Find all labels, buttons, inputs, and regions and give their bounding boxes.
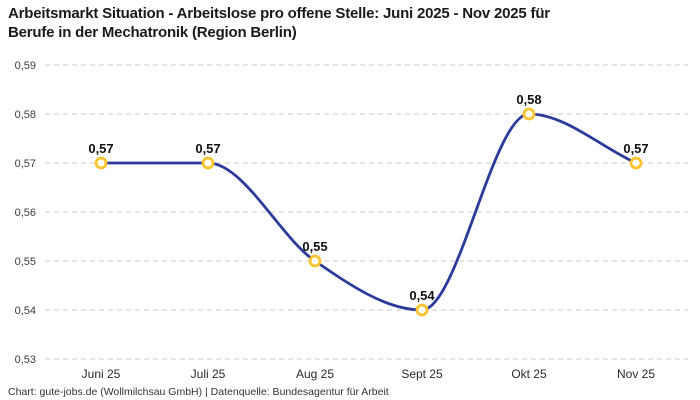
attribution-text: Chart: gute-jobs.de (Wollmilchsau GmbH) … xyxy=(8,386,389,398)
y-axis-tick-label: 0,54 xyxy=(15,305,36,317)
data-point-label: 0,58 xyxy=(516,92,541,107)
data-point-label: 0,55 xyxy=(302,239,327,254)
x-axis-tick-label: Juni 25 xyxy=(82,367,121,381)
x-axis-tick-label: Sept 25 xyxy=(401,367,443,381)
data-point-marker[interactable] xyxy=(522,107,536,121)
y-axis-tick-label: 0,55 xyxy=(15,256,36,268)
data-point-marker[interactable] xyxy=(308,254,322,268)
y-axis-tick-label: 0,57 xyxy=(15,158,36,170)
y-axis-tick-label: 0,58 xyxy=(15,109,36,121)
x-axis-tick-label: Nov 25 xyxy=(617,367,655,381)
data-point-label: 0,54 xyxy=(409,288,435,303)
x-axis-tick-label: Juli 25 xyxy=(191,367,226,381)
data-point-marker[interactable] xyxy=(629,156,643,170)
data-point-marker[interactable] xyxy=(415,303,429,317)
chart-title-line2: Berufe in der Mechatronik (Region Berlin… xyxy=(8,24,297,41)
chart-title: Arbeitsmarkt Situation - Arbeitslose pro… xyxy=(8,4,688,42)
chart-title-line1: Arbeitsmarkt Situation - Arbeitslose pro… xyxy=(8,5,550,22)
x-axis-tick-label: Aug 25 xyxy=(296,367,334,381)
y-axis-tick-label: 0,56 xyxy=(15,207,36,219)
data-point-label: 0,57 xyxy=(88,141,113,156)
data-point-marker[interactable] xyxy=(94,156,108,170)
x-axis-tick-label: Okt 25 xyxy=(511,367,547,381)
data-point-marker[interactable] xyxy=(201,156,215,170)
y-axis-tick-label: 0,53 xyxy=(15,354,36,366)
y-axis-tick-label: 0,59 xyxy=(15,60,36,72)
data-point-label: 0,57 xyxy=(623,141,648,156)
data-point-label: 0,57 xyxy=(195,141,220,156)
